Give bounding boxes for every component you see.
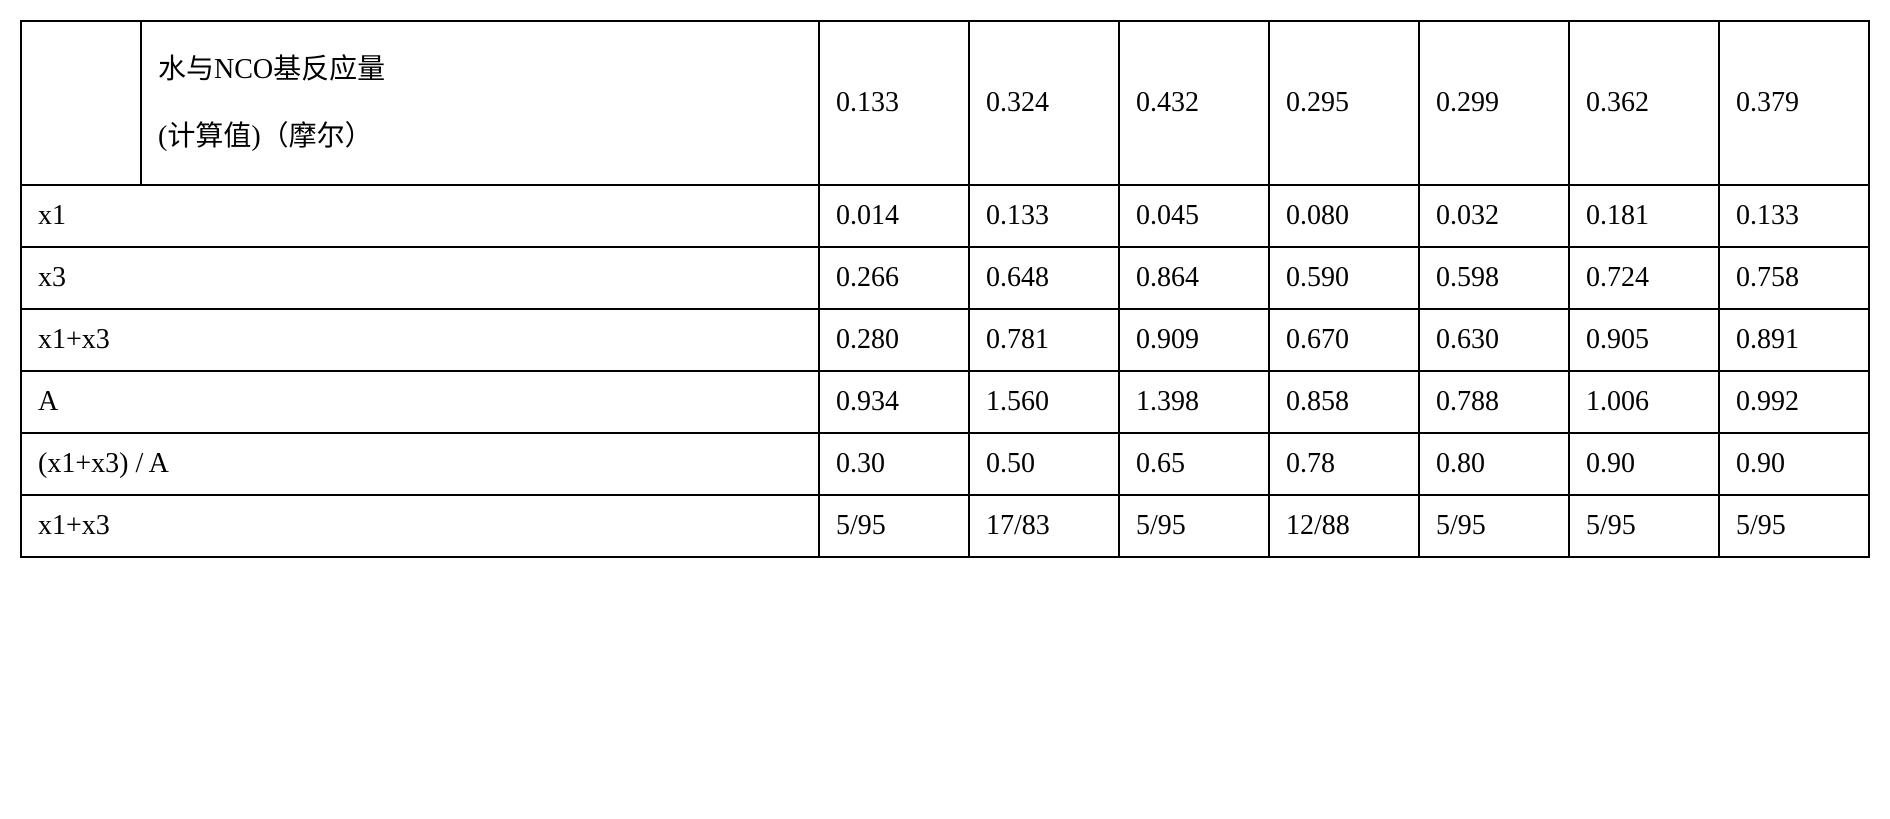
- row-3-value-0: 0.934: [819, 371, 969, 433]
- header-value-0: 0.133: [819, 21, 969, 185]
- header-value-4: 0.299: [1419, 21, 1569, 185]
- table-header-row: 水与NCO基反应量 (计算值)（摩尔） 0.133 0.324 0.432 0.…: [21, 21, 1869, 185]
- row-4-value-6: 0.90: [1719, 433, 1869, 495]
- row-0-value-0: 0.014: [819, 185, 969, 247]
- row-1-value-6: 0.758: [1719, 247, 1869, 309]
- row-label-a: A: [21, 371, 819, 433]
- row-4-value-4: 0.80: [1419, 433, 1569, 495]
- header-label-line1: 水与NCO基反应量: [158, 36, 802, 103]
- row-5-value-3: 12/88: [1269, 495, 1419, 557]
- row-4-value-3: 0.78: [1269, 433, 1419, 495]
- header-value-5: 0.362: [1569, 21, 1719, 185]
- row-4-value-2: 0.65: [1119, 433, 1269, 495]
- row-1-value-2: 0.864: [1119, 247, 1269, 309]
- row-4-value-5: 0.90: [1569, 433, 1719, 495]
- header-label-cell: 水与NCO基反应量 (计算值)（摩尔）: [141, 21, 819, 185]
- row-0-value-5: 0.181: [1569, 185, 1719, 247]
- table-row: A 0.934 1.560 1.398 0.858 0.788 1.006 0.…: [21, 371, 1869, 433]
- table-row: x3 0.266 0.648 0.864 0.590 0.598 0.724 0…: [21, 247, 1869, 309]
- row-3-value-5: 1.006: [1569, 371, 1719, 433]
- table-row: x1 0.014 0.133 0.045 0.080 0.032 0.181 0…: [21, 185, 1869, 247]
- data-table: 水与NCO基反应量 (计算值)（摩尔） 0.133 0.324 0.432 0.…: [20, 20, 1870, 558]
- row-5-value-1: 17/83: [969, 495, 1119, 557]
- row-3-value-3: 0.858: [1269, 371, 1419, 433]
- header-value-2: 0.432: [1119, 21, 1269, 185]
- table-row: x1+x3 5/95 17/83 5/95 12/88 5/95 5/95 5/…: [21, 495, 1869, 557]
- row-0-value-3: 0.080: [1269, 185, 1419, 247]
- row-5-value-0: 5/95: [819, 495, 969, 557]
- row-2-value-6: 0.891: [1719, 309, 1869, 371]
- row-5-value-4: 5/95: [1419, 495, 1569, 557]
- row-1-value-0: 0.266: [819, 247, 969, 309]
- row-2-value-1: 0.781: [969, 309, 1119, 371]
- header-label-line2: (计算值)（摩尔）: [158, 103, 802, 170]
- header-empty-cell: [21, 21, 141, 185]
- table-row: (x1+x3) / A 0.30 0.50 0.65 0.78 0.80 0.9…: [21, 433, 1869, 495]
- table-row: x1+x3 0.280 0.781 0.909 0.670 0.630 0.90…: [21, 309, 1869, 371]
- row-4-value-0: 0.30: [819, 433, 969, 495]
- row-1-value-3: 0.590: [1269, 247, 1419, 309]
- row-2-value-0: 0.280: [819, 309, 969, 371]
- row-1-value-1: 0.648: [969, 247, 1119, 309]
- row-label-x3: x3: [21, 247, 819, 309]
- row-5-value-6: 5/95: [1719, 495, 1869, 557]
- row-label-x1x3-last: x1+x3: [21, 495, 819, 557]
- row-1-value-4: 0.598: [1419, 247, 1569, 309]
- row-label-x1x3: x1+x3: [21, 309, 819, 371]
- header-value-3: 0.295: [1269, 21, 1419, 185]
- row-2-value-5: 0.905: [1569, 309, 1719, 371]
- row-0-value-6: 0.133: [1719, 185, 1869, 247]
- row-2-value-2: 0.909: [1119, 309, 1269, 371]
- row-3-value-6: 0.992: [1719, 371, 1869, 433]
- row-0-value-4: 0.032: [1419, 185, 1569, 247]
- row-1-value-5: 0.724: [1569, 247, 1719, 309]
- row-0-value-2: 0.045: [1119, 185, 1269, 247]
- row-2-value-3: 0.670: [1269, 309, 1419, 371]
- row-2-value-4: 0.630: [1419, 309, 1569, 371]
- row-0-value-1: 0.133: [969, 185, 1119, 247]
- table-body: 水与NCO基反应量 (计算值)（摩尔） 0.133 0.324 0.432 0.…: [21, 21, 1869, 557]
- row-5-value-5: 5/95: [1569, 495, 1719, 557]
- row-4-value-1: 0.50: [969, 433, 1119, 495]
- row-3-value-4: 0.788: [1419, 371, 1569, 433]
- row-label-x1: x1: [21, 185, 819, 247]
- header-value-1: 0.324: [969, 21, 1119, 185]
- row-3-value-2: 1.398: [1119, 371, 1269, 433]
- header-value-6: 0.379: [1719, 21, 1869, 185]
- row-5-value-2: 5/95: [1119, 495, 1269, 557]
- row-label-ratio: (x1+x3) / A: [21, 433, 819, 495]
- row-3-value-1: 1.560: [969, 371, 1119, 433]
